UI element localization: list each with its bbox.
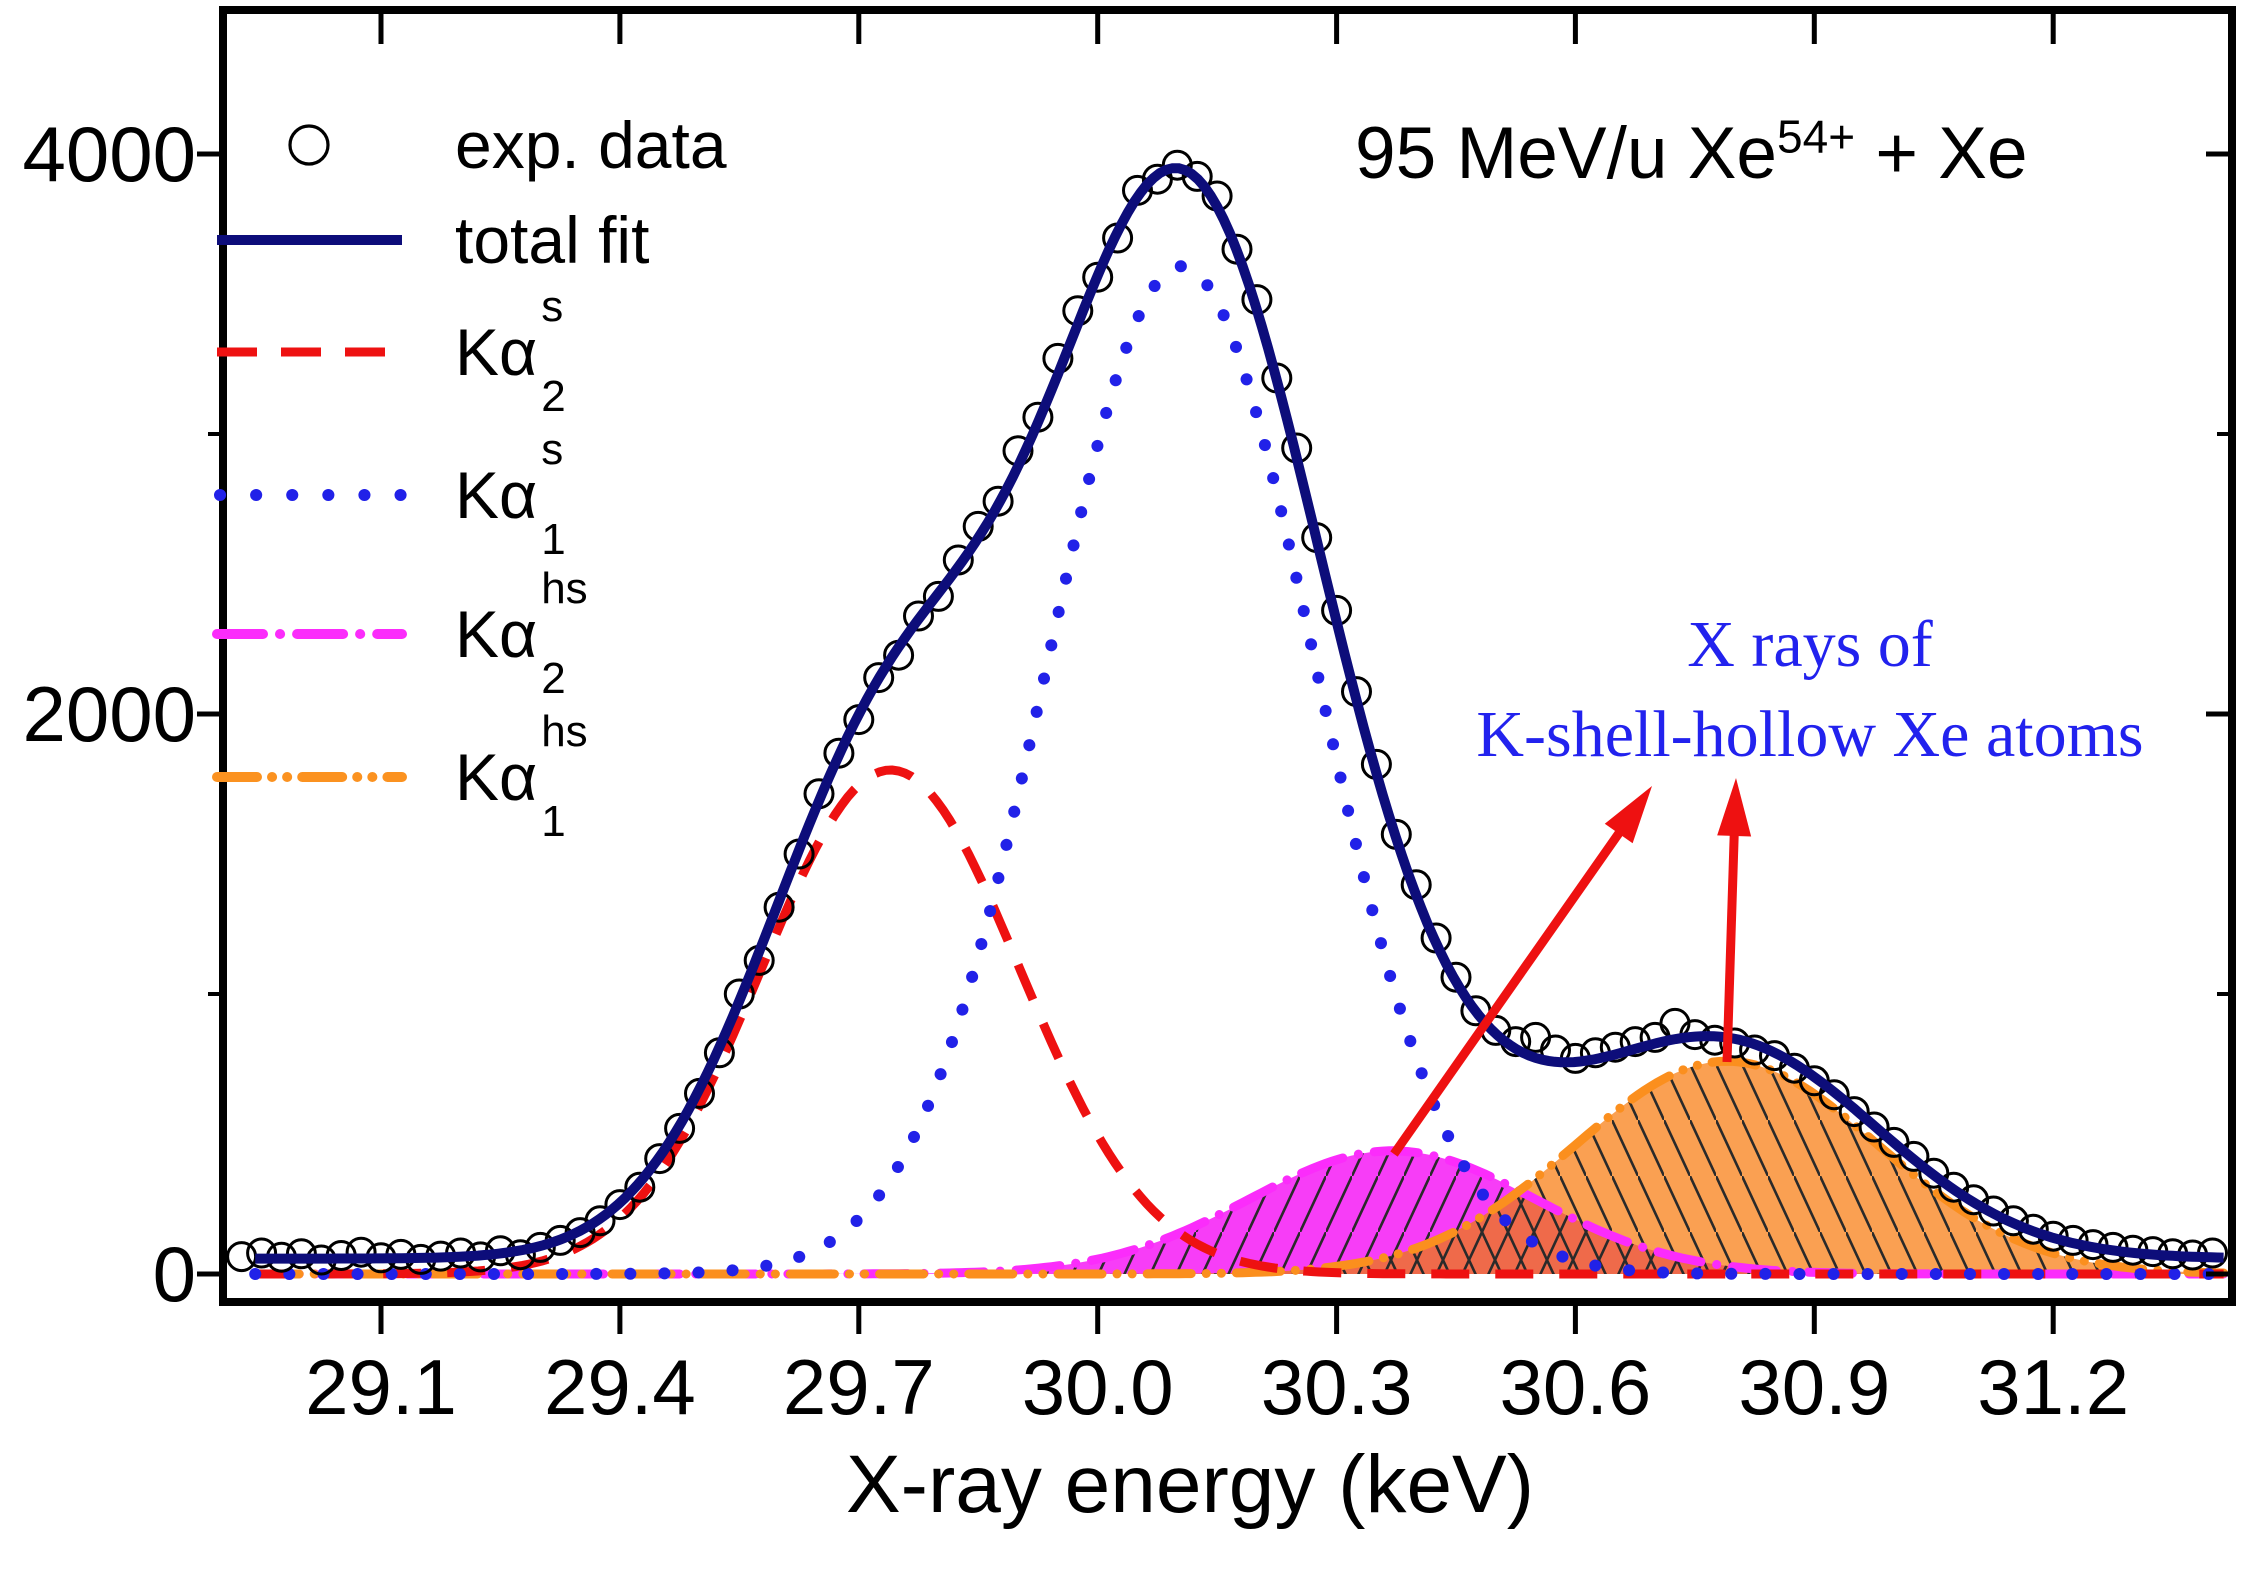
ka-base: Kα	[455, 458, 538, 532]
legend-item-ka1s: Kα s 1	[212, 420, 589, 570]
x-tick-label: 29.7	[783, 1343, 935, 1431]
legend-label: total fit	[455, 203, 650, 277]
data-point	[1818, 1079, 1850, 1111]
legend-label: Kα s 1	[455, 425, 589, 565]
legend-label: exp. data	[455, 108, 727, 182]
ka-base: Kα	[455, 740, 538, 814]
legend-item-total-fit: total fit	[212, 200, 649, 280]
title-text-post: + Xe	[1855, 113, 2028, 194]
data-point	[345, 1236, 377, 1268]
ka-sub: 1	[541, 797, 566, 846]
data-point	[664, 1112, 696, 1144]
ka-sup: s	[541, 425, 564, 474]
x-tick-label: 31.2	[1977, 1343, 2129, 1431]
legend-marker-line	[212, 225, 407, 255]
y-tick-label: 2000	[22, 670, 196, 758]
legend-item-ka2hs: Kα hs 2	[212, 559, 589, 709]
data-point	[903, 600, 934, 632]
data-point	[1838, 1096, 1870, 1128]
ka2hs-hatch	[255, 1150, 2225, 1274]
data-point	[1181, 160, 1213, 192]
plot-title: 95 MeV/u Xe54+ + Xe	[1355, 112, 2028, 195]
legend-item-ka1hs: Kα hs 1	[212, 702, 589, 852]
x-axis-title: X-ray energy (keV)	[845, 1439, 1535, 1530]
data-point	[584, 1205, 616, 1237]
data-point	[246, 1237, 278, 1269]
annotation-text: X rays of K-shell-hollow Xe atoms	[1430, 600, 2190, 780]
total-fit-curve	[255, 163, 2224, 1264]
plot-area	[227, 149, 2228, 1280]
data-point	[863, 662, 895, 694]
axes: 29.1 29.4 29.7 30.0 30.3 30.6 30.9 31.2 0 2000 400…	[22, 6, 2236, 1431]
ka-sup: hs	[541, 564, 588, 613]
x-tick-label: 30.9	[1738, 1343, 1890, 1431]
legend-marker-dotted-line	[212, 480, 407, 510]
annotation-arrow-1	[1390, 786, 1652, 1157]
annotation-line2: K-shell-hollow Xe atoms	[1476, 698, 2144, 771]
data-point	[604, 1189, 636, 1221]
legend-label: Kα s 2	[455, 282, 589, 422]
data-point	[624, 1171, 656, 1203]
data-point	[644, 1143, 676, 1175]
ka-base: Kα	[455, 315, 538, 389]
data-point	[922, 580, 954, 612]
exp-data-points	[227, 149, 2228, 1276]
ka1hs-hatch	[255, 1061, 2225, 1274]
legend-marker-dashed-line	[212, 337, 407, 367]
ka-sub: 1	[541, 515, 566, 564]
x-tick-label: 29.4	[544, 1343, 696, 1431]
ka-subsup: hs 2	[537, 564, 589, 704]
x-tick-label: 30.6	[1499, 1343, 1651, 1431]
legend-marker-circle	[212, 115, 407, 175]
ka1hs-curve	[250, 1056, 2228, 1279]
legend-item-exp-data: exp. data	[212, 105, 727, 185]
annotation-line1: X rays of	[1687, 608, 1933, 681]
open-circle-icon	[288, 124, 330, 166]
annotation-arrow-2	[1717, 778, 1752, 1063]
ka-sup: s	[541, 282, 564, 331]
x-tick-label: 30.3	[1261, 1343, 1413, 1431]
title-superscript: 54+	[1777, 110, 1856, 163]
ka-sup: hs	[541, 707, 588, 756]
data-point	[227, 1241, 258, 1273]
legend-label: Kα hs 1	[455, 707, 589, 847]
data-point	[982, 485, 1014, 517]
ka2s-curve	[255, 765, 2224, 1279]
ka-subsup: hs 1	[537, 707, 589, 847]
data-point	[1898, 1140, 1930, 1172]
x-tick-label: 29.1	[305, 1343, 457, 1431]
data-point	[1520, 1021, 1552, 1053]
ka-sub: 2	[541, 372, 566, 421]
ka-sub: 2	[541, 654, 566, 703]
legend-item-ka2s: Kα s 2	[212, 277, 589, 427]
legend-marker-dashdotdot-line	[212, 762, 407, 792]
legend-label: Kα hs 2	[455, 564, 589, 704]
y-tick-label: 0	[153, 1230, 196, 1318]
title-text: 95 MeV/u Xe	[1355, 113, 1778, 194]
y-tick-label: 4000	[22, 110, 196, 198]
ka-base: Kα	[455, 597, 538, 671]
x-tick-label: 30.0	[1022, 1343, 1174, 1431]
data-point	[1858, 1111, 1890, 1143]
legend-marker-dashdot-line	[212, 619, 407, 649]
